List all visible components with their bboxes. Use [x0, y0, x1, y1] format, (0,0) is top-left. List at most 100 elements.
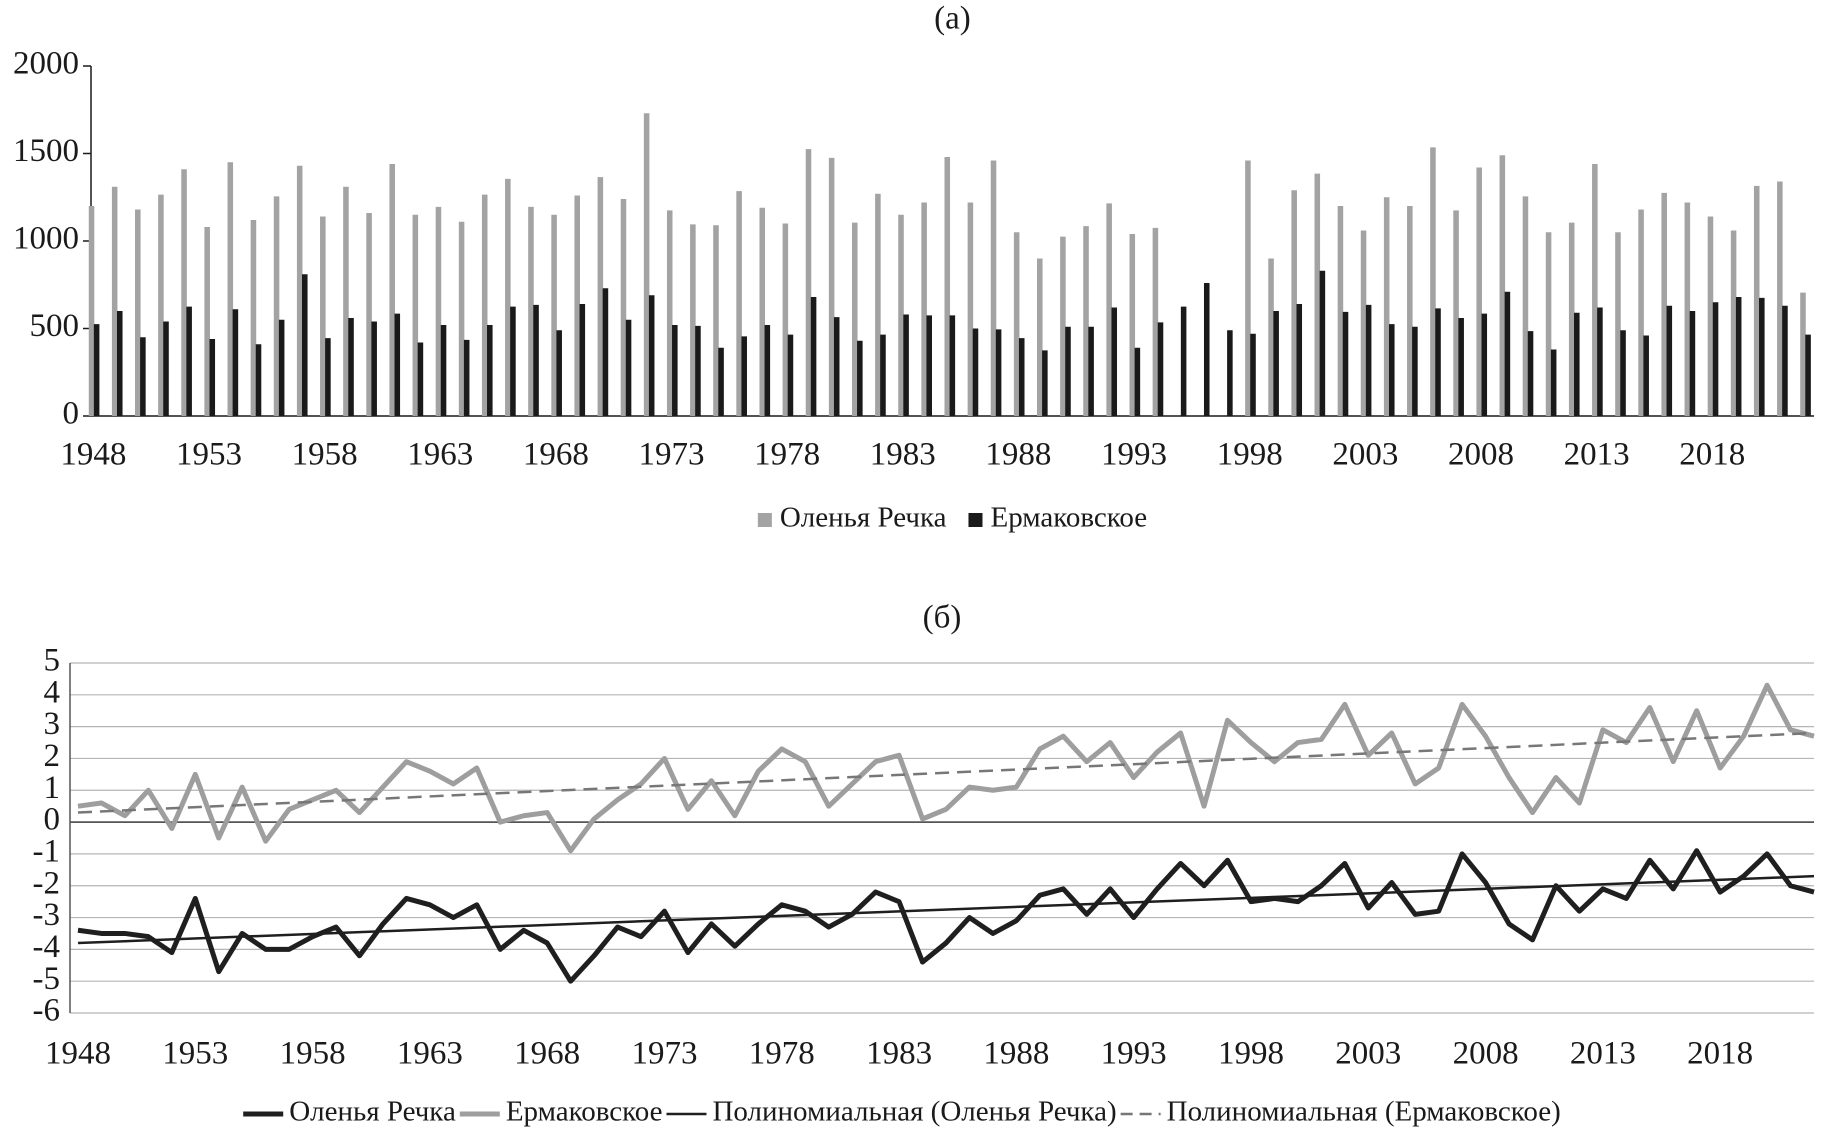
bar: [1129, 234, 1136, 416]
bar: [1152, 227, 1159, 416]
bar: [1245, 160, 1251, 416]
x-tick-label: 1998: [1217, 437, 1283, 473]
bar: [1268, 258, 1274, 416]
bar: [1430, 147, 1436, 416]
bar: [111, 186, 118, 416]
bar: [551, 214, 557, 416]
bar: [648, 295, 655, 416]
bar: [371, 321, 377, 416]
bar: [741, 336, 747, 416]
bar: [440, 325, 447, 416]
bar: [1018, 338, 1025, 416]
x-tick-label: 1968: [523, 437, 589, 473]
bar: [278, 319, 285, 416]
x-tick-label: 1978: [749, 1036, 815, 1072]
x-tick-label: 1983: [870, 437, 936, 473]
bar: [833, 317, 840, 416]
bar: [1476, 167, 1482, 416]
bar: [1805, 334, 1811, 416]
bar: [1574, 312, 1580, 416]
bar: [533, 304, 539, 416]
bar: [574, 195, 580, 416]
bar: [1684, 202, 1691, 416]
bar: [602, 288, 609, 416]
x-tick-label: 2003: [1335, 1036, 1401, 1072]
bar: [625, 319, 632, 416]
bar: [1365, 304, 1372, 416]
bar: [944, 157, 951, 416]
bar: [1273, 311, 1279, 416]
x-tick-label: 1948: [60, 437, 126, 473]
legend-label: Ермаковское: [990, 502, 1147, 534]
bar: [325, 338, 331, 416]
y-tick-label: -2: [33, 865, 61, 901]
data-line: [77, 848, 1815, 984]
bar: [204, 227, 210, 416]
bar: [1412, 326, 1418, 416]
bar: [1777, 181, 1783, 416]
bar: [718, 347, 724, 416]
bar: [1453, 210, 1459, 416]
bar: [1083, 226, 1089, 416]
bar: [967, 202, 974, 416]
bar: [666, 210, 673, 416]
bar: [1735, 297, 1742, 416]
legend-label: Оленья Речка: [289, 1096, 456, 1128]
bar: [1666, 305, 1673, 416]
x-tick-label: 1988: [985, 437, 1051, 473]
bar: [1157, 322, 1164, 416]
chart-title: (а): [934, 1, 971, 37]
x-tick-label: 1958: [292, 437, 358, 473]
legend-label: Ермаковское: [506, 1096, 663, 1128]
bar: [186, 306, 192, 416]
bar: [1800, 292, 1806, 416]
trend-line: [77, 874, 1815, 945]
bar: [394, 313, 401, 416]
bar: [1337, 206, 1344, 416]
bar: [163, 321, 169, 416]
bar: [1088, 326, 1094, 416]
bar: [764, 325, 771, 416]
bar: [1319, 270, 1326, 416]
bar: [1060, 236, 1066, 416]
y-tick-label: -4: [33, 929, 61, 965]
bar: [1620, 330, 1626, 416]
bar: [736, 191, 742, 416]
bar: [695, 325, 701, 416]
bar: [851, 222, 858, 416]
bar: [412, 214, 419, 416]
x-tick-label: 1958: [280, 1036, 346, 1072]
bar: [296, 165, 303, 416]
bar: [1360, 230, 1367, 416]
bar: [643, 113, 650, 416]
bar: [782, 223, 789, 416]
bar: [1759, 297, 1765, 416]
bar: [1753, 185, 1760, 416]
x-tick-label: 1983: [866, 1036, 932, 1072]
bar: [116, 311, 123, 416]
bar: [921, 202, 927, 416]
bar: [805, 149, 812, 416]
bar: [1661, 192, 1667, 416]
bar: [1111, 307, 1118, 416]
x-tick-label: 2003: [1332, 437, 1398, 473]
x-tick-label: 2018: [1687, 1036, 1753, 1072]
bar: [690, 224, 696, 416]
bar: [1597, 307, 1603, 416]
legend-swatch: [968, 513, 983, 527]
bar: [1545, 232, 1552, 416]
bar: [759, 207, 766, 416]
bar: [366, 213, 372, 416]
bar: [1291, 190, 1297, 416]
bar: [528, 206, 534, 416]
bar: [1712, 302, 1719, 416]
bar: [481, 194, 488, 416]
x-tick-label: 2008: [1448, 437, 1514, 473]
bar: [1689, 311, 1696, 416]
bar: [875, 193, 881, 416]
bar: [1134, 347, 1141, 416]
bar: [597, 177, 604, 416]
bar: [320, 216, 326, 416]
trend-line: [77, 731, 1815, 814]
